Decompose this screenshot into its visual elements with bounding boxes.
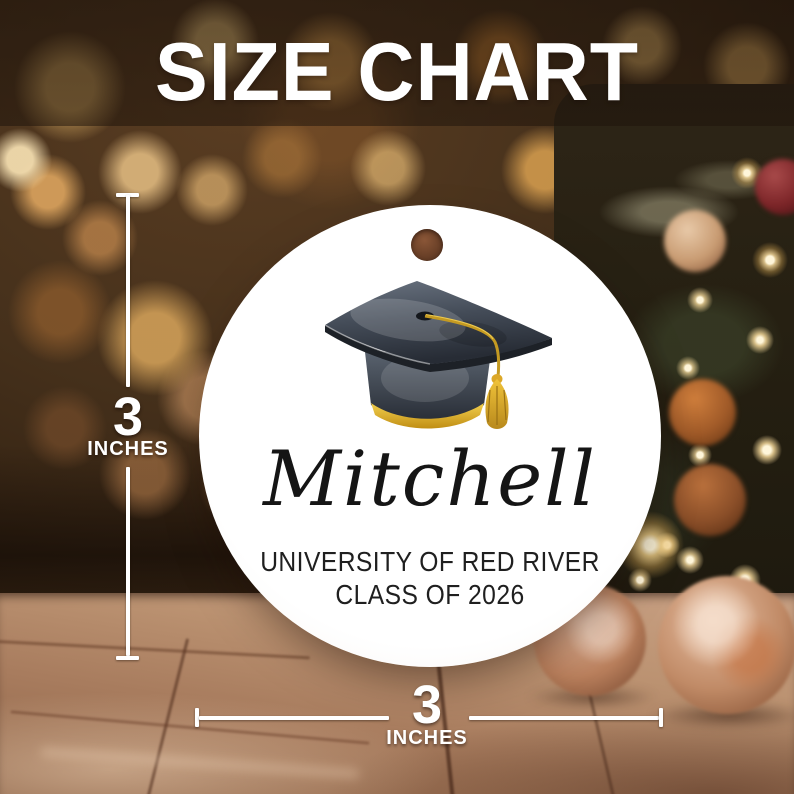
ornament-school-line: UNIVERSITY OF RED RIVER [260, 546, 600, 577]
measure-line [469, 716, 659, 720]
size-chart-banner: SIZE CHART [0, 0, 794, 126]
horizontal-measure-value: 3 [411, 675, 443, 735]
ornament-name: Mitchell [263, 434, 597, 523]
ornament-class-line: CLASS OF 2026 [335, 579, 525, 610]
gold-ball-on-table [658, 576, 794, 714]
measure-line [126, 195, 130, 387]
graduation-cap-icon [324, 281, 552, 429]
champagne-ornament-ball [664, 210, 726, 272]
ornament-hole [411, 229, 443, 261]
measure-cap [195, 708, 199, 727]
measure-cap [659, 708, 663, 727]
horizontal-measure-unit: INCHES [386, 727, 468, 749]
ornament-tag: Mitchell UNIVERSITY OF RED RIVER CLASS O… [199, 205, 661, 667]
copper-ornament-ball [669, 379, 736, 446]
vertical-measure-value: 3 [112, 387, 144, 447]
page-title: SIZE CHART [155, 25, 639, 118]
ball-shadow [526, 686, 658, 708]
red-ornament-ball [755, 159, 794, 215]
vertical-measure-unit: INCHES [87, 438, 169, 460]
measure-line [199, 716, 389, 720]
copper-ornament-ball [674, 464, 746, 536]
measure-line [126, 467, 130, 656]
measure-cap [116, 656, 139, 660]
